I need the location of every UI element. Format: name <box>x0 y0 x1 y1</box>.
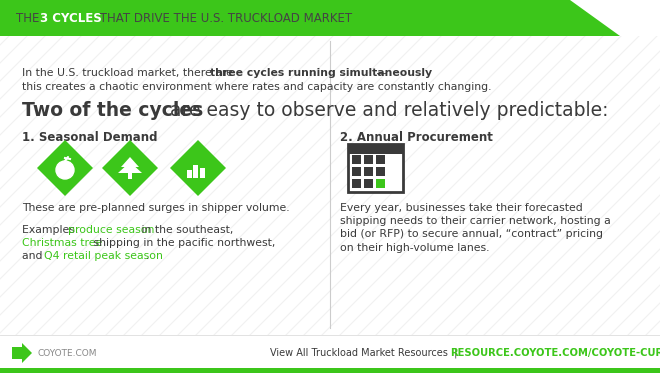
Text: shipping in the pacific northwest,: shipping in the pacific northwest, <box>90 238 275 248</box>
Text: Every year, businesses take their forecasted
shipping needs to their carrier net: Every year, businesses take their foreca… <box>340 203 610 253</box>
Bar <box>376 167 385 176</box>
Text: and: and <box>22 251 46 261</box>
Circle shape <box>56 161 74 179</box>
Text: Examples:: Examples: <box>22 225 82 235</box>
Text: In the U.S. truckload market, there are: In the U.S. truckload market, there are <box>22 68 236 78</box>
Polygon shape <box>118 162 142 173</box>
Text: this creates a chaotic environment where rates and capacity are constantly chang: this creates a chaotic environment where… <box>22 82 492 92</box>
Text: Christmas tree: Christmas tree <box>22 238 102 248</box>
Text: 3 CYCLES: 3 CYCLES <box>40 12 102 25</box>
Polygon shape <box>170 140 226 196</box>
Bar <box>364 167 372 176</box>
Text: .: . <box>146 251 149 261</box>
Text: Q4 retail peak season: Q4 retail peak season <box>44 251 163 261</box>
Text: RESOURCE.COYOTE.COM/COYOTE-CURVE: RESOURCE.COYOTE.COM/COYOTE-CURVE <box>450 348 660 358</box>
Text: THAT DRIVE THE U.S. TRUCKLOAD MARKET: THAT DRIVE THE U.S. TRUCKLOAD MARKET <box>96 12 352 25</box>
Polygon shape <box>37 140 93 196</box>
Bar <box>352 167 360 176</box>
Text: produce season: produce season <box>68 225 154 235</box>
Bar <box>0 0 660 36</box>
Bar <box>376 179 385 188</box>
Polygon shape <box>12 343 32 363</box>
Bar <box>352 155 360 164</box>
Bar <box>187 170 191 178</box>
Text: These are pre-planned surges in shipper volume.: These are pre-planned surges in shipper … <box>22 203 290 213</box>
Polygon shape <box>102 140 158 196</box>
Bar <box>348 144 403 154</box>
Bar <box>0 368 660 373</box>
Text: View All Truckload Market Resources  |: View All Truckload Market Resources | <box>270 348 463 358</box>
Bar <box>352 179 360 188</box>
Text: Two of the cycles: Two of the cycles <box>22 101 203 120</box>
Text: COYOTE.COM: COYOTE.COM <box>38 348 98 357</box>
Bar <box>348 144 403 192</box>
Text: 1. Seasonal Demand: 1. Seasonal Demand <box>22 131 158 144</box>
Bar <box>0 335 660 373</box>
Text: are easy to observe and relatively predictable:: are easy to observe and relatively predi… <box>164 101 609 120</box>
Bar <box>364 155 372 164</box>
Bar <box>376 155 385 164</box>
Bar <box>364 179 372 188</box>
Bar <box>199 168 205 178</box>
Polygon shape <box>0 0 620 36</box>
Text: THE: THE <box>16 12 43 25</box>
Polygon shape <box>121 157 139 167</box>
Text: 2. Annual Procurement: 2. Annual Procurement <box>340 131 493 144</box>
Text: three cycles running simultaneously: three cycles running simultaneously <box>210 68 432 78</box>
Bar <box>193 165 197 178</box>
Text: in the southeast,: in the southeast, <box>138 225 234 235</box>
Bar <box>128 173 132 179</box>
Text: —: — <box>373 68 387 78</box>
